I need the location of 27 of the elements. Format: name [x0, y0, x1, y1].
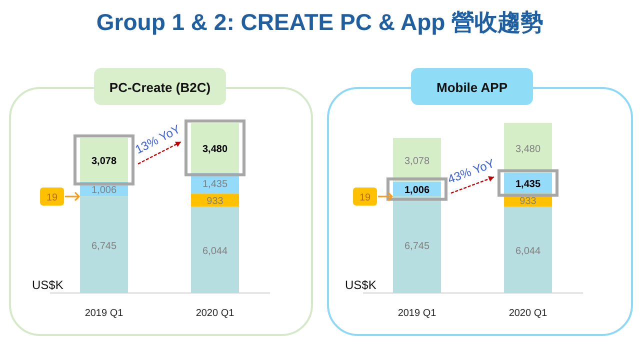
x-tick-label: 2019 Q1 [398, 308, 437, 319]
data-label: 6,745 [404, 240, 430, 252]
x-tick-label: 2020 Q1 [196, 308, 235, 319]
x-tick-label: 2020 Q1 [508, 308, 548, 319]
x-tick-label: 2019 Q1 [84, 308, 124, 319]
data-label: 6,745 [91, 240, 117, 252]
data-label: 3,078 [91, 156, 117, 167]
data-label: 19 [359, 192, 371, 204]
data-label: 3,480 [202, 144, 228, 155]
data-label: 19 [46, 192, 58, 204]
data-label: 933 [206, 196, 224, 207]
annotation: 43% YoY [446, 156, 496, 186]
chart-subtitle: Mobile APP [436, 80, 508, 95]
data-label: 1,435 [202, 179, 228, 190]
data-label: 6,044 [202, 246, 228, 257]
data-label: 1,006 [404, 185, 430, 196]
data-label: 933 [520, 196, 537, 207]
data-label: 1,006 [91, 185, 117, 196]
data-label: 1,435 [515, 179, 541, 190]
chart-subtitle: PC-Create (B2C) [109, 80, 211, 95]
text: Group 1 & 2: CREATE PC & App 營收趨勢 [96, 9, 544, 35]
y-axis-title: US$K [345, 278, 376, 292]
annotation: 13% YoY [132, 122, 183, 157]
data-label: 3,078 [404, 156, 430, 167]
data-label: 3,480 [515, 144, 541, 155]
data-label: 6,044 [515, 246, 541, 257]
y-axis-title: US$K [32, 278, 64, 292]
